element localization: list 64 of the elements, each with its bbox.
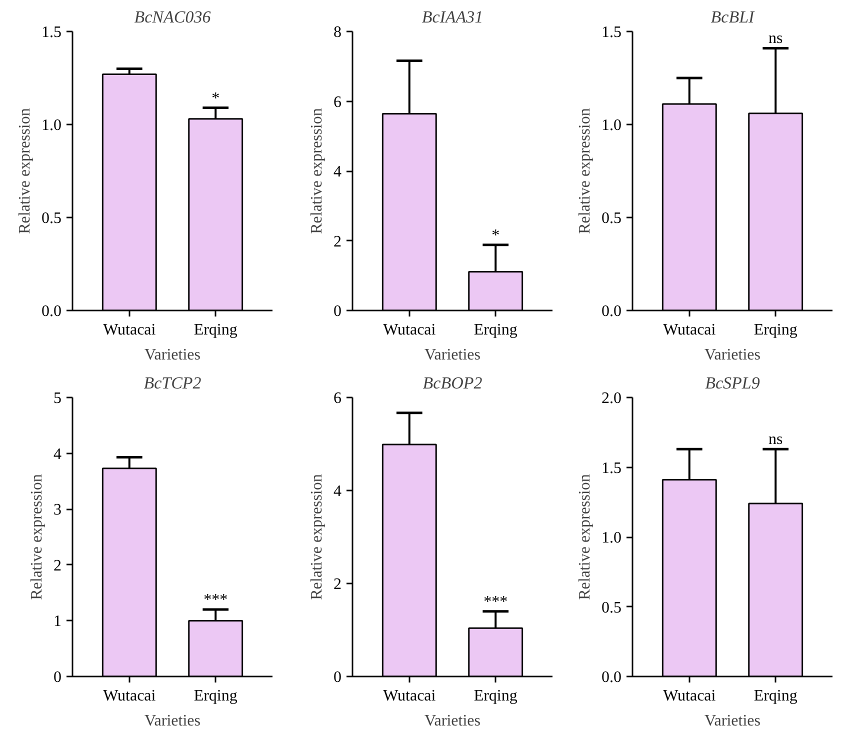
chart-title: BcIAA31 bbox=[422, 8, 484, 26]
annotation: *** bbox=[484, 593, 508, 610]
y-axis-title: Relative expression bbox=[28, 474, 46, 600]
y-tick-label: 0.0 bbox=[602, 303, 622, 320]
x-tick-label: Wutacai bbox=[663, 322, 716, 338]
x-axis-title: Varieties bbox=[704, 712, 760, 730]
y-tick-label: 0.0 bbox=[42, 303, 62, 320]
y-tick-label: 3 bbox=[54, 502, 62, 519]
y-tick-label: 6 bbox=[334, 94, 342, 111]
y-tick-label: 8 bbox=[334, 24, 342, 41]
y-tick-label: 1 bbox=[54, 613, 62, 630]
x-axis-title: Varieties bbox=[144, 346, 200, 364]
x-tick-label: Erqing bbox=[194, 322, 238, 338]
chart-title: BcTCP2 bbox=[144, 374, 202, 392]
chart-title: BcBLI bbox=[710, 8, 756, 26]
x-tick-label: Wutacai bbox=[103, 688, 156, 704]
y-tick-label: 0 bbox=[334, 669, 342, 686]
y-tick-label: 2 bbox=[334, 233, 342, 250]
y-axis-title: Relative expression bbox=[308, 474, 326, 600]
x-tick-label: Wutacai bbox=[103, 322, 156, 338]
y-tick-label: 4 bbox=[334, 164, 342, 180]
x-tick-label: Erqing bbox=[474, 688, 518, 704]
y-tick-label: 0 bbox=[334, 303, 342, 320]
y-tick-label: 0.5 bbox=[42, 210, 62, 227]
annotation: ns bbox=[768, 431, 783, 448]
y-tick-label: 0.5 bbox=[602, 210, 622, 227]
x-tick-label: Wutacai bbox=[383, 688, 436, 704]
annotation: ns bbox=[768, 30, 783, 48]
annotation: *** bbox=[204, 592, 228, 609]
y-tick-label: 5 bbox=[54, 390, 62, 407]
y-tick-label: 4 bbox=[54, 446, 62, 463]
x-tick-label: Erqing bbox=[754, 688, 798, 704]
y-tick-label: 2 bbox=[334, 576, 342, 593]
y-tick-label: 0.0 bbox=[602, 669, 622, 686]
y-axis-title: Relative expression bbox=[576, 474, 594, 600]
x-axis-title: Varieties bbox=[704, 346, 760, 364]
y-tick-label: 6 bbox=[334, 390, 342, 407]
annotation: * bbox=[492, 226, 500, 244]
chart-title: BcNAC036 bbox=[134, 8, 212, 26]
y-axis-title: Relative expression bbox=[16, 108, 34, 234]
x-axis-title: Varieties bbox=[424, 346, 480, 364]
y-tick-label: 2.0 bbox=[602, 390, 622, 407]
y-tick-label: 1.0 bbox=[42, 117, 62, 134]
x-tick-label: Erqing bbox=[194, 688, 238, 704]
y-tick-label: 2 bbox=[54, 557, 62, 574]
y-tick-label: 0 bbox=[54, 669, 62, 686]
x-tick-label: Erqing bbox=[474, 322, 518, 338]
annotation: * bbox=[212, 90, 220, 107]
y-axis-title: Relative expression bbox=[308, 108, 326, 234]
x-axis-title: Varieties bbox=[424, 712, 480, 730]
x-axis-title: Varieties bbox=[144, 712, 200, 730]
x-tick-label: Wutacai bbox=[383, 322, 436, 338]
chart-title: BcSPL9 bbox=[705, 374, 760, 392]
y-tick-label: 1.5 bbox=[602, 24, 622, 41]
y-tick-label: 0.5 bbox=[602, 599, 622, 616]
y-tick-label: 1.5 bbox=[42, 24, 62, 41]
y-tick-label: 1.0 bbox=[602, 117, 622, 134]
y-tick-label: 4 bbox=[334, 483, 342, 500]
y-axis-title: Relative expression bbox=[576, 108, 594, 234]
chart-title: BcBOP2 bbox=[422, 374, 483, 392]
y-tick-label: 1.0 bbox=[602, 530, 622, 546]
x-tick-label: Wutacai bbox=[663, 688, 716, 704]
y-tick-label: 1.5 bbox=[602, 460, 622, 477]
x-tick-label: Erqing bbox=[754, 322, 798, 338]
